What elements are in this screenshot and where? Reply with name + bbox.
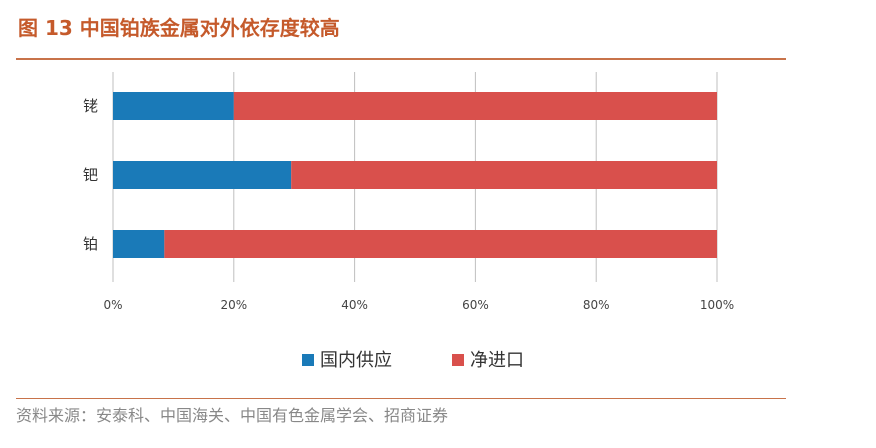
x-tick-label: 80%: [583, 298, 610, 312]
category-label: 钯: [83, 166, 98, 184]
category-label: 铂: [83, 235, 98, 253]
bar-segment: [113, 161, 292, 189]
bar-segment: [113, 92, 234, 120]
title-divider: [16, 58, 786, 60]
bar-segment: [291, 161, 717, 189]
x-tick-label: 60%: [462, 298, 489, 312]
legend-swatch: [452, 354, 464, 366]
x-tick-label: 20%: [220, 298, 247, 312]
legend-label: 国内供应: [320, 350, 392, 371]
category-labels: 铑钯铂: [83, 97, 98, 253]
bar-segment: [233, 92, 718, 120]
chart-title: 图 13 中国铂族金属对外依存度较高: [18, 16, 340, 40]
legend-label: 净进口: [470, 350, 524, 371]
x-tick-label: 40%: [341, 298, 368, 312]
x-tick-label: 100%: [700, 298, 734, 312]
bar-segment: [113, 230, 165, 258]
legend: 国内供应 净进口: [302, 350, 524, 371]
category-label: 铑: [83, 97, 98, 115]
x-tick-label: 0%: [103, 298, 122, 312]
x-axis-ticks: 0% 20% 40% 60% 80% 100%: [103, 298, 734, 312]
bar-segment: [164, 230, 718, 258]
legend-swatch: [302, 354, 314, 366]
source-divider: [16, 398, 786, 399]
bars: [113, 92, 718, 258]
source-note: 资料来源：安泰科、中国海关、中国有色金属学会、招商证券: [16, 406, 449, 425]
